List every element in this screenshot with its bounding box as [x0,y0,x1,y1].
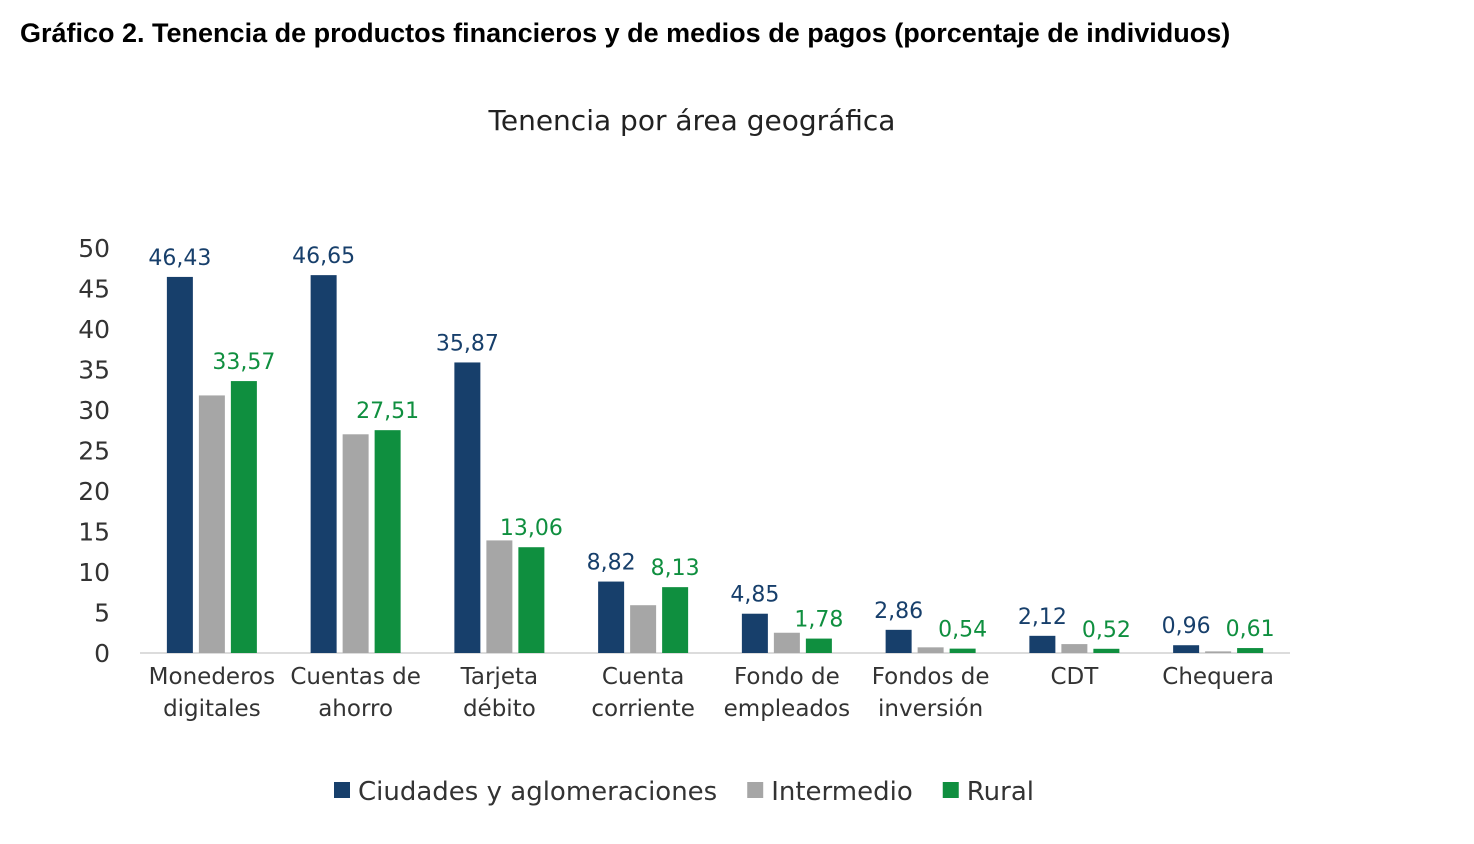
x-category-label: Monederos [149,664,275,690]
data-label: 2,12 [1018,605,1067,630]
legend-swatch [747,782,764,798]
x-category-label: Tarjeta [460,664,538,690]
chart-title: Tenencia por área geográfica [488,104,896,137]
bar-ciudades-y-aglomeraciones [454,362,481,653]
y-tick-label: 35 [78,356,110,385]
data-label: 1,78 [794,608,843,633]
data-label: 8,82 [587,551,636,576]
bar-rural [518,547,545,653]
data-label: 46,65 [292,244,355,269]
data-label: 0,96 [1162,614,1211,639]
bar-intermedio [198,395,225,653]
y-tick-label: 50 [78,234,110,263]
y-tick-label: 15 [78,518,110,547]
bar-rural [805,638,832,653]
bar-intermedio [486,540,513,653]
x-category-label: débito [463,696,536,722]
legend-label: Ciudades y aglomeraciones [358,777,717,807]
bar-rural [230,381,257,653]
y-tick-label: 20 [78,477,110,506]
data-label: 13,06 [500,516,563,541]
bar-rural [374,430,401,653]
data-label: 4,85 [730,583,779,608]
legend-swatch [942,782,959,798]
bar-intermedio [630,605,657,653]
x-category-label: Cuenta [602,664,684,690]
bar-intermedio [342,434,369,653]
data-label: 46,43 [148,246,211,271]
bar-rural [1237,648,1264,653]
data-label: 8,13 [651,556,700,581]
figure-heading: Gráfico 2. Tenencia de productos financi… [20,18,1231,48]
x-category-label: digitales [163,696,261,722]
x-category-label: corriente [591,696,695,722]
bar-rural [949,648,976,653]
data-label: 0,54 [938,618,987,643]
y-tick-label: 5 [94,599,110,628]
bar-intermedio [773,632,800,653]
y-tick-label: 40 [78,315,110,344]
bar-intermedio [1205,651,1232,653]
data-label: 27,51 [356,399,419,424]
legend-swatch [334,782,350,798]
x-category-label: ahorro [318,696,393,722]
x-category-label: empleados [724,696,850,722]
bar-ciudades-y-aglomeraciones [885,629,912,653]
bar-rural [662,587,689,653]
y-tick-label: 25 [78,437,110,466]
y-tick-label: 10 [78,558,110,587]
y-tick-label: 30 [78,396,110,425]
y-tick-label: 0 [94,639,110,668]
x-category-label: Fondos de [872,664,990,690]
legend-label: Rural [967,777,1034,807]
x-category-label: inversión [878,696,983,722]
bar-intermedio [1061,644,1088,653]
data-label: 0,52 [1082,618,1131,643]
bar-rural [1093,648,1120,653]
bar-ciudades-y-aglomeraciones [741,613,768,653]
x-category-label: CDT [1050,664,1099,690]
bar-ciudades-y-aglomeraciones [310,275,337,653]
x-category-label: Cuentas de [290,664,421,690]
data-label: 35,87 [436,331,499,356]
x-category-label: Chequera [1162,664,1274,690]
bar-ciudades-y-aglomeraciones [598,581,625,653]
bar-ciudades-y-aglomeraciones [166,276,193,653]
legend-label: Intermedio [771,777,913,807]
bar-intermedio [917,647,944,653]
x-category-label: Fondo de [734,664,840,690]
data-label: 33,57 [212,350,275,375]
bar-ciudades-y-aglomeraciones [1029,635,1056,653]
data-label: 2,86 [874,599,923,624]
y-tick-label: 45 [78,275,110,304]
data-label: 0,61 [1226,617,1275,642]
bar-ciudades-y-aglomeraciones [1173,645,1200,653]
